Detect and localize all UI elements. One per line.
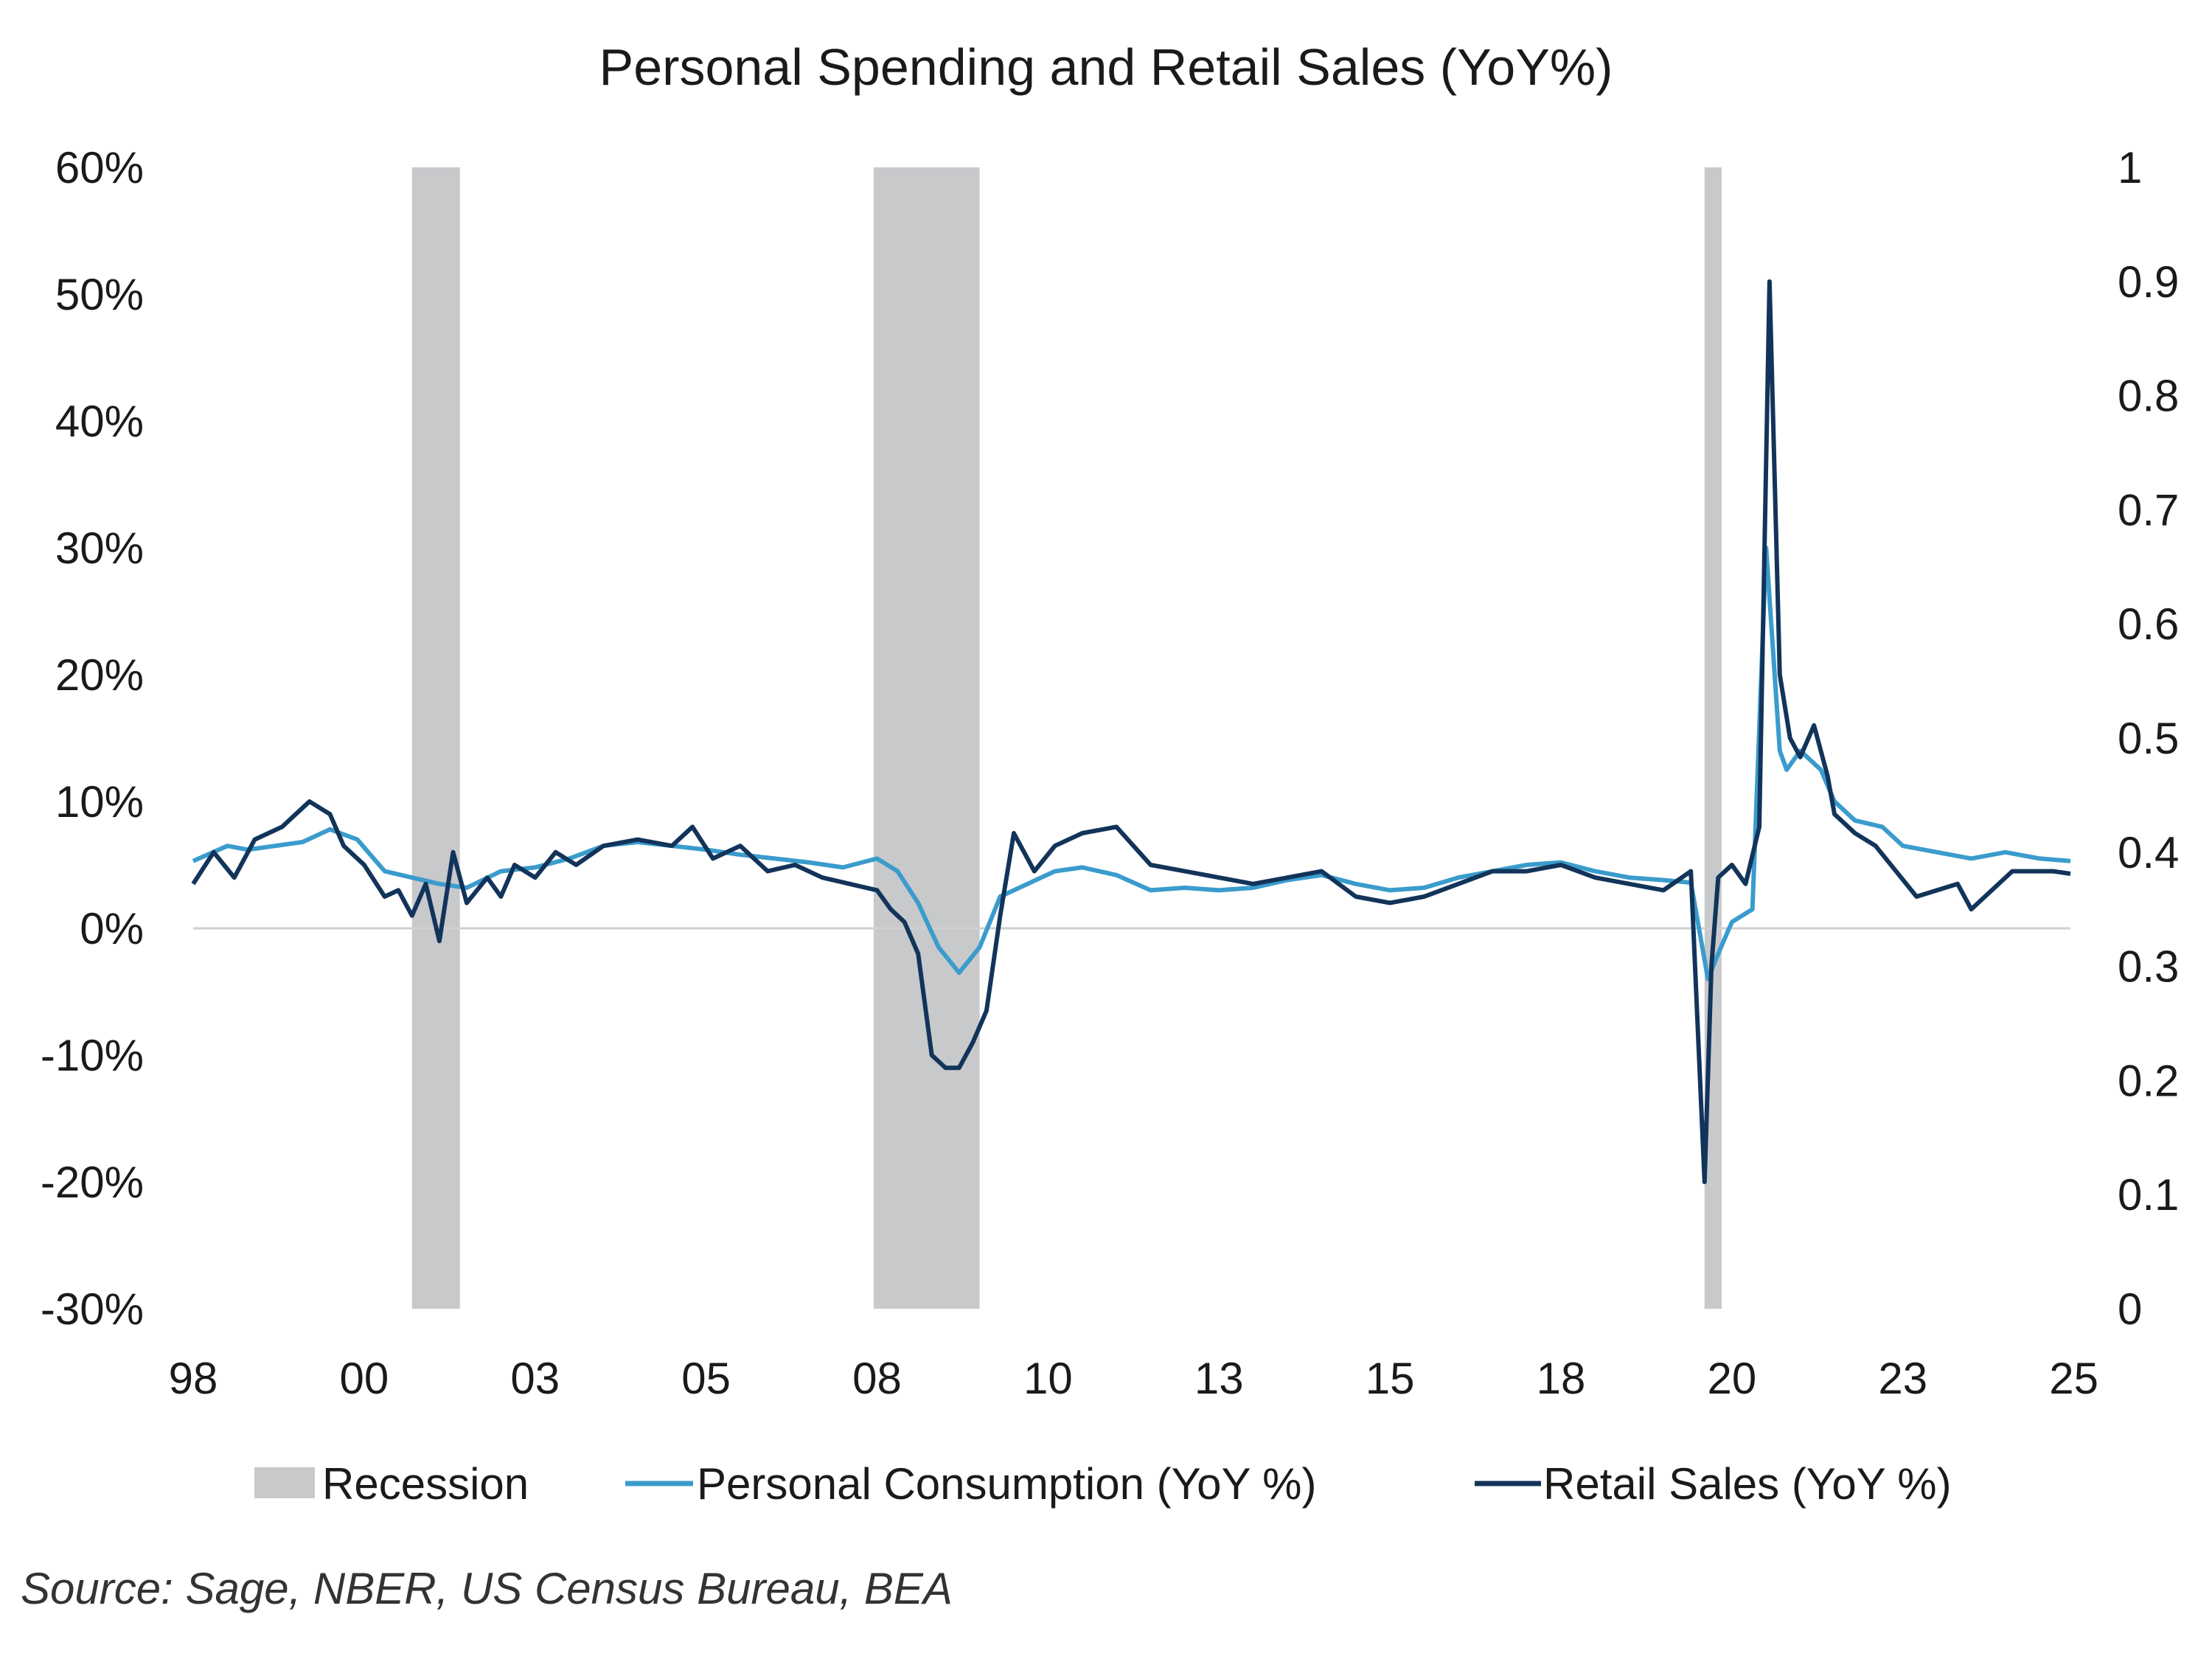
- right-tick-label: 0.1: [2118, 1170, 2179, 1220]
- x-tick-label: 25: [2049, 1354, 2098, 1403]
- x-tick-label: 18: [1537, 1354, 1586, 1403]
- x-tick-label: 10: [1023, 1354, 1073, 1403]
- legend: Recession Personal Consumption (YoY %) R…: [254, 1459, 1952, 1509]
- x-tick-label: 20: [1708, 1354, 1757, 1403]
- x-tick-label: 13: [1194, 1354, 1244, 1403]
- legend-recession-swatch: [254, 1467, 315, 1498]
- recession-bands: [411, 167, 1722, 1309]
- right-tick-label: 0.5: [2118, 714, 2179, 763]
- right-tick-label: 1: [2118, 143, 2142, 192]
- legend-recession-label: Recession: [322, 1459, 529, 1509]
- x-tick-label: 15: [1366, 1354, 1415, 1403]
- left-tick-label: 20%: [55, 650, 144, 700]
- left-tick-label: -20%: [41, 1158, 144, 1207]
- left-tick-label: 10%: [55, 777, 144, 827]
- right-tick-label: 0.8: [2118, 372, 2179, 421]
- left-tick-label: -10%: [41, 1031, 144, 1080]
- left-tick-label: -30%: [41, 1284, 144, 1334]
- recession-band-1: [873, 167, 980, 1309]
- left-tick-label: 50%: [55, 270, 144, 319]
- right-tick-label: 0.6: [2118, 599, 2179, 649]
- left-tick-label: 30%: [55, 524, 144, 573]
- right-tick-label: 0: [2118, 1284, 2142, 1334]
- left-tick-label: 60%: [55, 143, 144, 192]
- x-tick-label: 00: [340, 1354, 389, 1403]
- source-note: Source: Sage, NBER, US Census Bureau, BE…: [21, 1564, 953, 1613]
- right-tick-label: 0.2: [2118, 1056, 2179, 1105]
- left-axis: 60% 50% 40% 30% 20% 10% 0% -10% -20% -30%: [41, 143, 144, 1334]
- series-line-retail-sales: [191, 279, 2071, 1184]
- x-tick-label: 08: [852, 1354, 902, 1403]
- left-tick-label: 40%: [55, 397, 144, 446]
- x-tick-label: 98: [169, 1354, 218, 1403]
- right-tick-label: 0.9: [2118, 257, 2179, 307]
- legend-personal-consumption-label: Personal Consumption (YoY %): [697, 1459, 1316, 1509]
- right-tick-label: 0.3: [2118, 942, 2179, 992]
- series-line-personal-consumption: [192, 546, 2071, 981]
- x-axis: 98 00 03 05 08 10 13 15 18 20 23 25: [169, 1354, 2098, 1403]
- right-tick-label: 0.7: [2118, 485, 2179, 535]
- chart-title: Personal Spending and Retail Sales (YoY%…: [599, 38, 1613, 96]
- x-tick-label: 03: [510, 1354, 560, 1403]
- right-tick-label: 0.4: [2118, 828, 2179, 877]
- right-axis: 1 0.9 0.8 0.7 0.6 0.5 0.4 0.3 0.2 0.1 0: [2118, 143, 2179, 1334]
- x-tick-label: 05: [681, 1354, 731, 1403]
- recession-band-0: [411, 167, 460, 1309]
- legend-retail-sales-label: Retail Sales (YoY %): [1543, 1459, 1952, 1509]
- left-tick-label: 0%: [80, 904, 144, 953]
- x-tick-label: 23: [1878, 1354, 1927, 1403]
